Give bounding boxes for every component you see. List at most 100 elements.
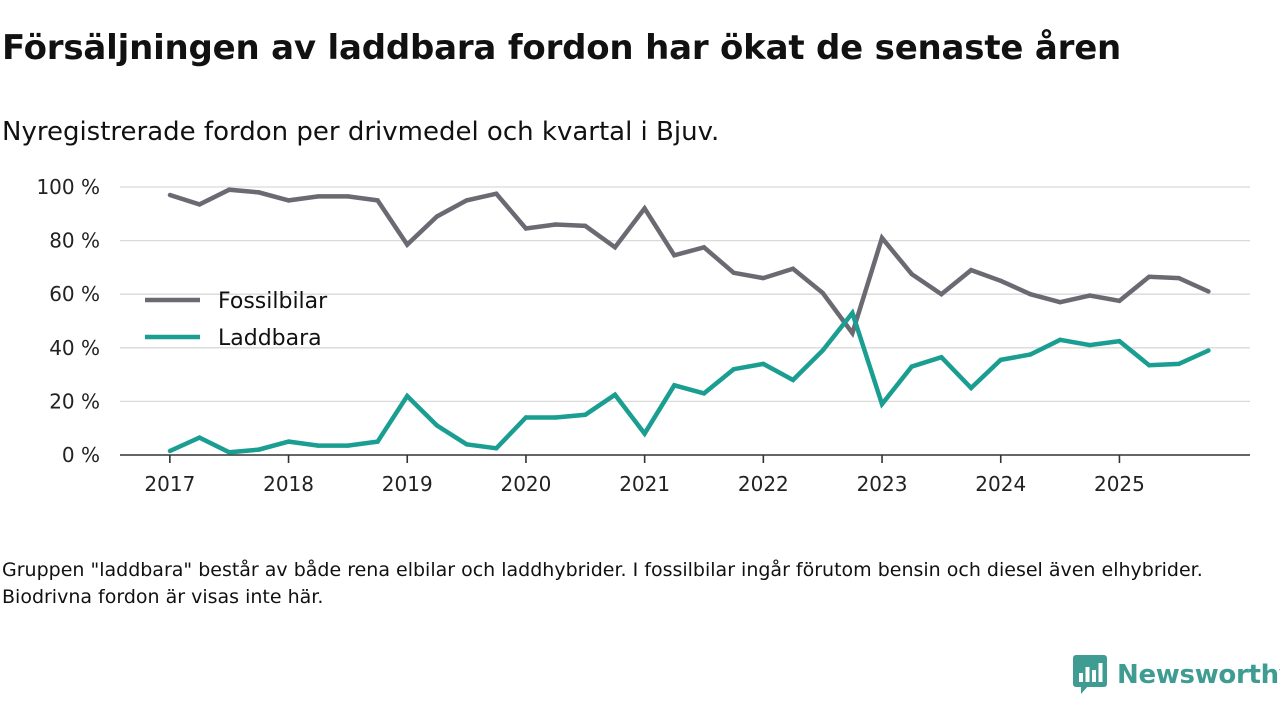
y-tick-label: 0 % [62, 443, 100, 467]
data-point-fossilbilar [672, 253, 677, 258]
chart-subtitle: Nyregistrerade fordon per drivmedel och … [2, 117, 720, 147]
data-point-laddbara [731, 367, 736, 372]
data-point-laddbara [1028, 352, 1033, 357]
newsworthy-logo-icon [1073, 655, 1107, 694]
data-point-fossilbilar [1206, 289, 1211, 294]
data-point-fossilbilar [790, 266, 796, 271]
x-tick-label: 2024 [975, 472, 1026, 496]
x-tick-label: 2018 [263, 472, 314, 496]
data-point-laddbara [227, 450, 232, 455]
data-point-fossilbilar [1087, 293, 1093, 298]
data-point-fossilbilar [227, 187, 232, 192]
brand-logo[interactable]: Newsworthy [1073, 655, 1280, 695]
legend-label-laddbara: Laddbara [218, 326, 322, 351]
data-series [167, 187, 1211, 455]
data-point-laddbara [642, 431, 647, 436]
series-line-fossilbilar [169, 187, 1210, 339]
data-point-laddbara [1117, 338, 1122, 344]
data-point-fossilbilar [553, 222, 558, 227]
data-point-laddbara [434, 423, 440, 428]
data-point-laddbara [1206, 348, 1211, 353]
gridlines [120, 186, 1250, 403]
data-point-laddbara [583, 412, 588, 417]
data-point-fossilbilar [464, 198, 469, 203]
data-point-laddbara [998, 357, 1003, 363]
x-tick-label: 2022 [738, 472, 789, 496]
data-point-fossilbilar [939, 292, 944, 297]
data-point-fossilbilar [1146, 274, 1152, 279]
data-point-fossilbilar [494, 191, 499, 196]
y-axis-ticks: 0 % 20 % 40 % 60 % 80 % 100 % [36, 175, 100, 467]
data-point-fossilbilar [731, 270, 736, 275]
data-point-fossilbilar [1176, 275, 1182, 281]
footnote: Gruppen "laddbara" består av både rena e… [2, 559, 1203, 608]
y-tick-label: 80 % [49, 229, 100, 253]
data-point-laddbara [553, 415, 558, 420]
data-point-fossilbilar [167, 192, 173, 198]
legend-label-fossilbilar: Fossilbilar [218, 289, 328, 314]
x-tick-label: 2023 [857, 472, 908, 496]
data-point-fossilbilar [1117, 298, 1122, 304]
data-point-laddbara [909, 364, 914, 369]
line-chart: 0 % 20 % 40 % 60 % 80 % 100 % 2017 2018 2019 202… [36, 175, 1250, 496]
data-point-laddbara [286, 439, 291, 444]
x-tick-label: 2017 [144, 472, 195, 496]
data-point-fossilbilar [968, 267, 974, 273]
data-point-laddbara [968, 385, 974, 391]
chart-title: Försäljningen av laddbara fordon har öka… [2, 28, 1122, 68]
data-point-laddbara [879, 401, 885, 407]
data-point-laddbara [316, 443, 321, 448]
y-tick-label: 100 % [36, 175, 100, 199]
y-tick-label: 20 % [49, 389, 100, 413]
data-point-fossilbilar [850, 330, 855, 336]
data-point-laddbara [523, 415, 529, 420]
x-tick-label: 2021 [619, 472, 670, 496]
data-point-laddbara [1176, 361, 1182, 367]
data-point-fossilbilar [286, 198, 291, 203]
data-point-fossilbilar [998, 278, 1003, 283]
data-point-fossilbilar [642, 206, 647, 211]
data-point-laddbara [701, 391, 707, 396]
data-point-fossilbilar [1057, 300, 1063, 305]
x-tick-label: 2020 [500, 472, 551, 496]
data-point-fossilbilar [583, 223, 588, 229]
data-point-fossilbilar [879, 235, 885, 241]
data-point-laddbara [197, 435, 202, 440]
data-point-fossilbilar [316, 194, 321, 199]
series-line-laddbara [168, 308, 1210, 455]
data-point-fossilbilar [761, 275, 766, 281]
data-point-fossilbilar [256, 190, 262, 195]
data-point-laddbara [850, 310, 855, 316]
data-point-laddbara [464, 442, 469, 447]
data-point-fossilbilar [375, 198, 380, 203]
x-tick-label: 2019 [382, 472, 433, 496]
data-point-laddbara [345, 443, 351, 448]
data-point-laddbara [790, 377, 796, 383]
data-point-laddbara [375, 439, 380, 444]
data-point-laddbara [256, 447, 262, 452]
data-point-laddbara [1146, 363, 1152, 368]
data-point-fossilbilar [909, 271, 914, 277]
data-point-fossilbilar [405, 242, 410, 247]
data-point-laddbara [612, 392, 618, 397]
data-point-laddbara [672, 383, 677, 388]
data-point-laddbara [939, 355, 944, 360]
data-point-laddbara [494, 446, 499, 451]
data-point-fossilbilar [197, 202, 202, 207]
data-point-fossilbilar [1028, 292, 1033, 297]
data-point-fossilbilar [434, 214, 440, 219]
data-point-fossilbilar [612, 245, 618, 250]
data-point-laddbara [820, 348, 825, 353]
legend: Fossilbilar Laddbara [145, 289, 328, 351]
data-point-laddbara [167, 448, 173, 454]
data-point-fossilbilar [820, 290, 825, 296]
data-point-fossilbilar [701, 245, 707, 250]
data-point-laddbara [1087, 342, 1093, 348]
y-tick-label: 40 % [49, 336, 100, 360]
x-axis-ticks: 2017 2018 2019 2020 2021 2022 2023 2024 2025 [144, 455, 1145, 496]
data-point-laddbara [1057, 337, 1063, 342]
data-point-laddbara [405, 393, 410, 399]
x-tick-label: 2025 [1094, 472, 1145, 496]
data-point-fossilbilar [345, 194, 351, 199]
brand-name: Newsworthy [1117, 660, 1280, 690]
